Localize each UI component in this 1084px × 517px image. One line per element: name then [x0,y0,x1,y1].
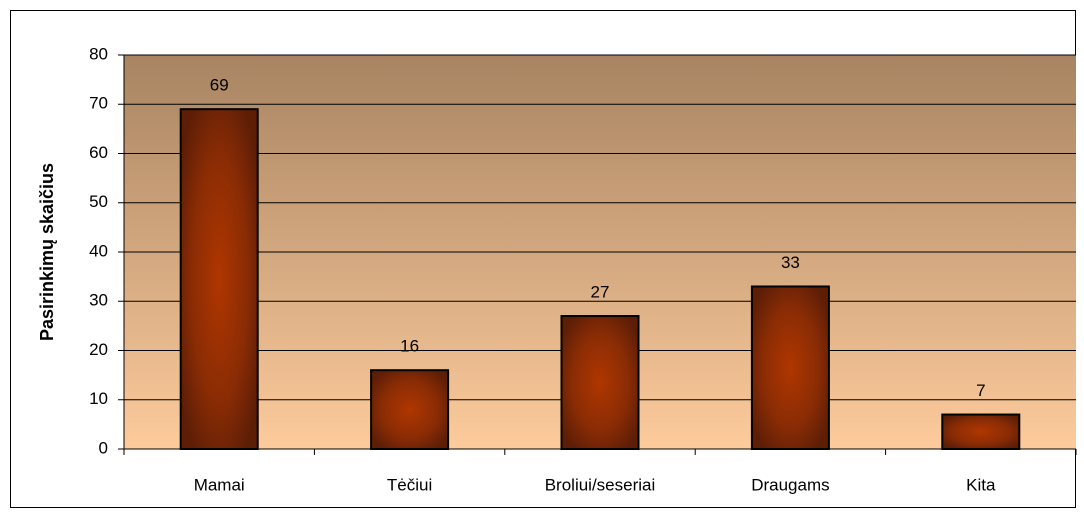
x-tick-label: Kita [966,475,996,494]
y-tick-label: 80 [89,44,108,63]
x-tick-label: Draugams [751,475,829,494]
y-tick-label: 60 [89,143,108,162]
y-tick-label: 40 [89,241,108,260]
y-tick-label: 20 [89,340,108,359]
y-tick-label: 0 [99,438,108,457]
data-label: 16 [400,337,419,356]
bar [370,369,450,451]
bar [560,315,640,450]
bar [179,108,259,451]
bar [941,413,1021,450]
bar [750,285,830,450]
data-label: 27 [591,283,610,302]
y-tick-label: 70 [89,94,108,113]
y-axis-label: Pasirinkimų skaičius [37,163,57,341]
y-tick-label: 50 [89,192,108,211]
data-label: 69 [210,76,229,95]
x-tick-label: Mamai [194,475,245,494]
data-label: 33 [781,253,800,272]
x-tick-label: Broliui/seseriai [545,475,656,494]
data-label: 7 [976,381,985,400]
y-tick-label: 10 [89,389,108,408]
y-tick-label: 30 [89,291,108,310]
x-tick-label: Tėčiui [387,475,432,494]
